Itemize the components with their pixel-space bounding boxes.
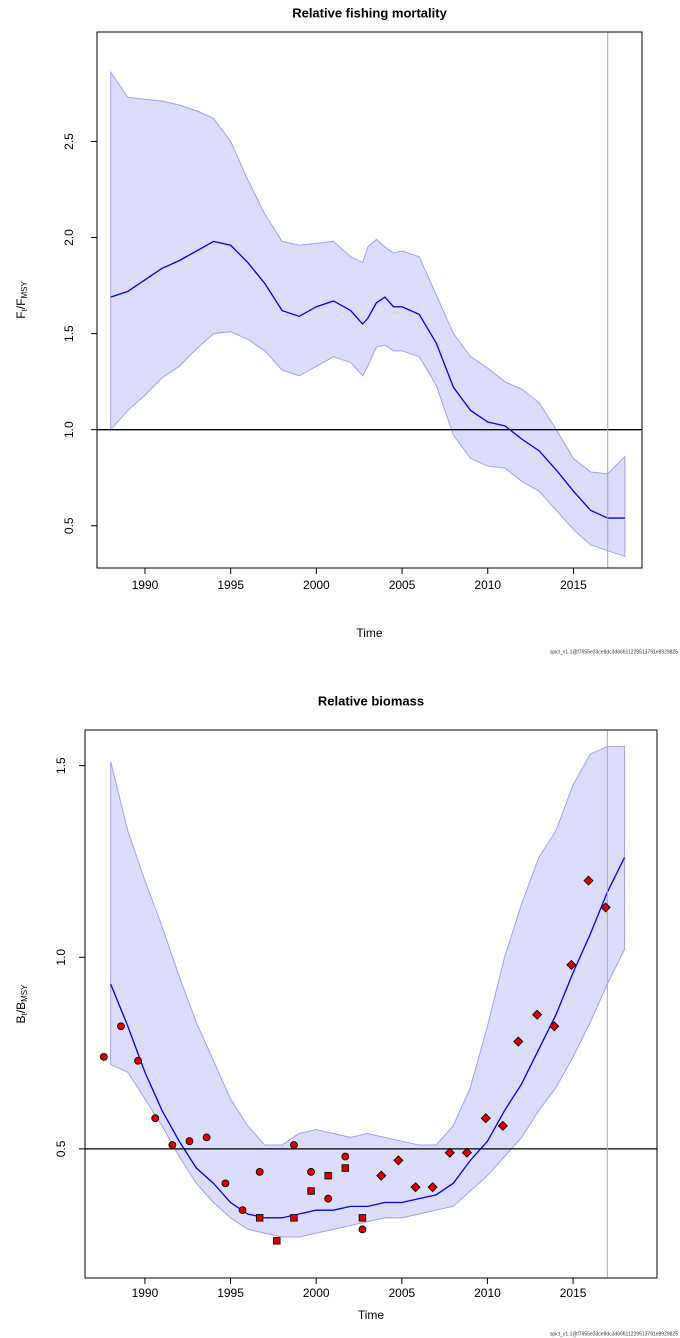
footer-note: spict_v1.1@f7655e33ce8dc3d66611229513791… [550, 1331, 678, 1337]
observation-point [151, 1114, 160, 1123]
x-tick-label: 2005 [388, 1286, 415, 1300]
plot-frame [96, 31, 643, 569]
observation-point [255, 1167, 264, 1176]
x-tick-label: 1990 [132, 1286, 159, 1300]
observation-point [255, 1214, 264, 1222]
observation-point [324, 1194, 333, 1203]
footer-note: spict_v1.1@f7655e33ce8dc3d66611229513791… [550, 649, 678, 655]
observation-point [168, 1141, 177, 1149]
y-axis-label-part: /B [14, 1002, 28, 1013]
confidence-band [110, 745, 625, 1238]
observation-point [444, 1147, 455, 1158]
observation-point [273, 1237, 281, 1245]
x-tick-label: 2015 [560, 1286, 587, 1300]
y-tick-label: 0.5 [62, 517, 76, 534]
chart-title: Relative fishing mortality [292, 5, 447, 20]
y-tick-label: 1.0 [54, 949, 68, 966]
y-axis-label-part: t [20, 1012, 29, 1015]
y-axis-label: Ft/FMSY [14, 281, 29, 319]
observation-point [358, 1214, 367, 1222]
observation-point [358, 1225, 367, 1234]
x-axis-label: Time [358, 1308, 385, 1322]
x-tick-label: 2000 [303, 578, 330, 592]
y-axis-label-part: F [14, 311, 28, 318]
observation-point [185, 1137, 194, 1146]
estimate-line [110, 857, 626, 1219]
observation-point [202, 1133, 211, 1142]
x-tick-label: 1995 [217, 578, 244, 592]
chart-title: Relative biomass [318, 693, 424, 708]
observation-point [376, 1170, 387, 1181]
y-tick-label: 0.5 [54, 1140, 68, 1157]
observation-point [393, 1155, 404, 1166]
observation-point [117, 1022, 125, 1031]
y-tick-label: 1.5 [54, 757, 68, 774]
y-axis-label-part: B [14, 1015, 28, 1023]
x-axis-label: Time [356, 626, 383, 640]
observation-point [307, 1187, 315, 1195]
observation-point [480, 1113, 491, 1124]
observation-point [583, 875, 594, 886]
observation-point [238, 1206, 247, 1215]
x-tick-label: 2010 [474, 578, 501, 592]
y-tick-label: 2.0 [62, 229, 76, 246]
observation-point [410, 1182, 421, 1193]
observation-point [497, 1120, 508, 1131]
x-tick-label: 1995 [217, 1286, 244, 1300]
estimate-line [110, 240, 625, 519]
observation-point [461, 1147, 472, 1158]
y-tick-label: 2.5 [62, 133, 76, 150]
x-tick-label: 1990 [132, 578, 159, 592]
y-axis-label: Bt/BMSY [14, 984, 29, 1024]
plot-frame [84, 729, 658, 1279]
observation-point [290, 1214, 298, 1222]
y-tick-label: 1.0 [62, 421, 76, 438]
y-axis-label-part: t [20, 308, 29, 311]
y-tick-label: 1.5 [62, 325, 76, 342]
y-axis-label-part: MSY [20, 984, 29, 1002]
y-axis-label-part: MSY [20, 281, 29, 299]
observation-point [427, 1182, 438, 1193]
observation-point [134, 1056, 142, 1065]
observation-point [307, 1167, 315, 1176]
observation-point [600, 902, 611, 913]
observation-point [566, 959, 577, 970]
observation-point [532, 1009, 543, 1020]
observation-point [513, 1036, 524, 1047]
observation-point [99, 1052, 108, 1061]
x-tick-label: 2000 [303, 1286, 330, 1300]
x-tick-label: 2005 [389, 578, 416, 592]
y-axis-label-part: /F [14, 299, 28, 310]
x-tick-label: 2010 [474, 1286, 501, 1300]
confidence-band [110, 70, 626, 558]
observation-point [324, 1171, 332, 1180]
observation-point [290, 1141, 298, 1149]
observation-point [549, 1021, 560, 1032]
observation-point [221, 1179, 230, 1188]
x-tick-label: 2015 [560, 578, 587, 592]
observation-point [341, 1152, 350, 1161]
observation-point [341, 1164, 350, 1172]
